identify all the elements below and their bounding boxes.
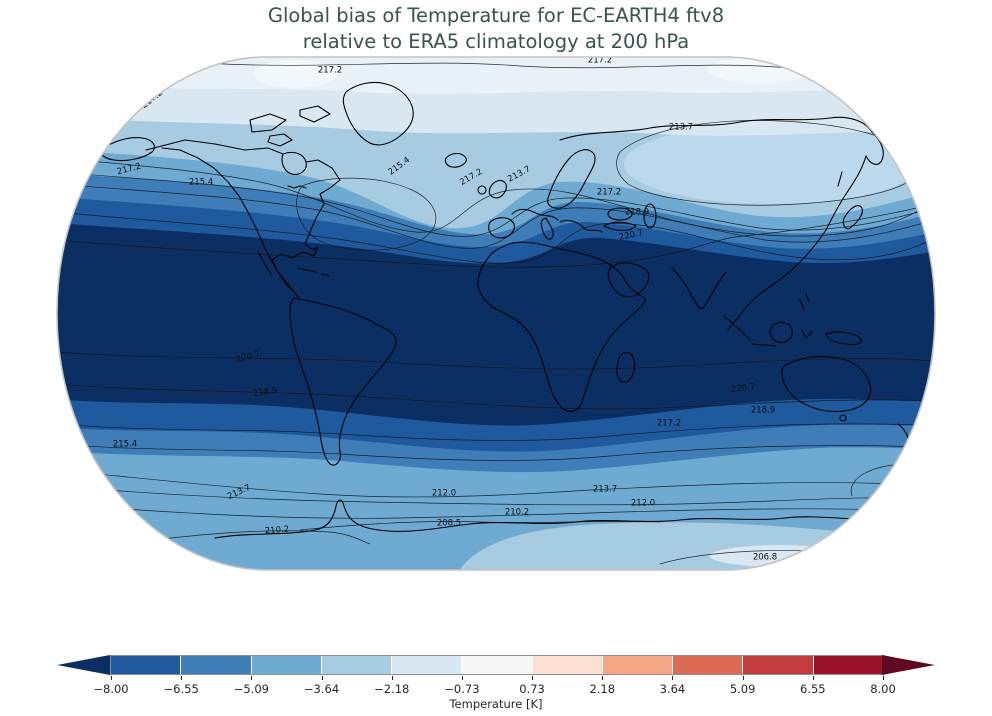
contour-label: 217.2	[588, 56, 612, 66]
colorbar-tick-label: 0.73	[519, 682, 545, 696]
colorbar-tick-label: −6.55	[163, 682, 199, 696]
contour-label: 217.2	[597, 188, 621, 198]
colorbar-tick-mark	[251, 676, 253, 680]
colorbar-segment	[391, 656, 462, 674]
colorbar-tick-label: −3.64	[303, 682, 340, 696]
colorbar-tick-mark	[461, 676, 463, 680]
figure-title: Global bias of Temperature for EC-EARTH4…	[0, 3, 992, 55]
colorbar-segments	[110, 655, 884, 675]
colorbar-tick-mark	[602, 676, 604, 680]
colorbar-tick-label: −5.09	[233, 682, 269, 696]
coastlines	[99, 81, 927, 539]
colorbar-tick-label: −8.00	[93, 682, 129, 696]
contour-label: 206.8	[753, 553, 777, 563]
colorbar-segment	[531, 656, 602, 674]
colorbar-tick-mark	[181, 676, 183, 680]
contour-label: 218.9	[931, 197, 957, 219]
contour-label: 218.9	[252, 386, 277, 399]
colorbar-segment	[812, 656, 883, 674]
contour-label: 210.2	[265, 525, 290, 537]
contour-label: 208.5	[437, 519, 461, 529]
contour-label: 210.2	[505, 508, 529, 518]
contour-label: 220.7	[730, 382, 755, 395]
title-line-2: relative to ERA5 climatology at 200 hPa	[302, 30, 690, 53]
contour-label: 212.0	[631, 499, 655, 509]
colorbar-under-arrow	[57, 655, 110, 675]
colorbar-tick-mark	[812, 676, 814, 680]
contour-label: 217.2	[657, 419, 681, 429]
colorbar-tick-mark	[742, 676, 744, 680]
colorbar-segment	[742, 656, 813, 674]
colorbar-tick-label: 5.09	[729, 682, 756, 696]
colorbar-tick-label: −0.73	[444, 682, 480, 696]
colorbar-tick-mark	[532, 676, 534, 680]
contour-label: 217.2	[318, 66, 342, 76]
colorbar-tick-label: −2.18	[374, 682, 410, 696]
colorbar-tick-mark	[111, 676, 112, 680]
projection-outline	[56, 56, 936, 571]
contour-label: 215.4	[113, 440, 137, 450]
colorbar-tick-mark	[321, 676, 323, 680]
contour-label: 213.7	[593, 485, 617, 495]
contour-label: 217.2	[44, 424, 68, 434]
colorbar-tick-mark	[883, 676, 884, 680]
colorbar-tick-label: 6.55	[800, 682, 826, 696]
bias-map: 217.2 217.2 217.2 213.7 218.9 217.2 215.4 215.4…	[44, 56, 957, 571]
colorbar-segment	[672, 656, 743, 674]
contour-label: 220.7	[618, 228, 644, 243]
antarctic-lightest-patch	[710, 545, 850, 567]
colorbar-tick-label: 8.00	[870, 682, 896, 696]
contour-label: 218.9	[625, 208, 649, 218]
colorbar-segment	[250, 656, 321, 674]
colorbar-segment	[180, 656, 251, 674]
colorbar-segment	[601, 656, 673, 674]
band-n-m073-p073	[57, 57, 935, 94]
contour-label: 218.9	[74, 157, 98, 167]
contour-label: 215.4	[189, 178, 213, 188]
colorbar-tick-label: 3.64	[659, 682, 686, 696]
colorbar-segment	[320, 656, 392, 674]
contour-label: 212.0	[432, 489, 456, 499]
colorbar-axis-label: Temperature [K]	[449, 697, 543, 711]
colorbar-segment	[461, 656, 532, 674]
colorbar-segment	[111, 656, 181, 674]
filled-contours: 217.2 217.2 217.2 213.7 218.9 217.2 215.4 215.4…	[44, 56, 957, 570]
colorbar-tick-label: 2.18	[589, 682, 616, 696]
colorbar-tick-mark	[391, 676, 393, 680]
colorbar	[57, 655, 935, 675]
contour-label: 218.9	[751, 406, 775, 416]
title-line-1: Global bias of Temperature for EC-EARTH4…	[267, 4, 725, 27]
polar-light-patch-west	[253, 60, 337, 88]
colorbar-ticks: −8.00 −6.55 −5.09 −3.64 −2.18 −0.73 0.73 2.18 3.…	[57, 675, 935, 705]
contour-label: 215.4	[904, 161, 930, 183]
siberia-ring-interior	[624, 124, 920, 204]
colorbar-tick-mark	[672, 676, 674, 680]
contour-label: 213.7	[669, 123, 693, 133]
colorbar-over-arrow	[882, 655, 935, 675]
